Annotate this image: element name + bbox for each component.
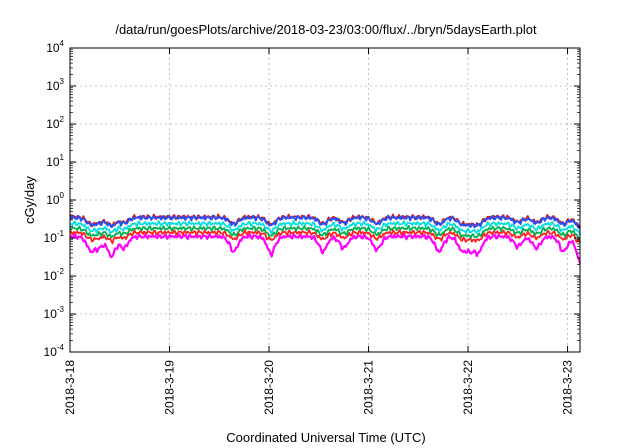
y-tick-label: 10-1 xyxy=(44,229,65,245)
x-tick-label: 2018-3-18 xyxy=(63,360,77,415)
y-tick-label: 10-2 xyxy=(44,267,65,283)
y-tick-label: 103 xyxy=(46,77,64,93)
y-tick-label: 104 xyxy=(46,39,64,55)
series-line xyxy=(69,232,582,264)
series-line xyxy=(69,229,581,245)
x-tick-label: 2018-3-19 xyxy=(163,360,177,415)
series-line xyxy=(70,214,581,230)
chart-title: /data/run/goesPlots/archive/2018-03-23/0… xyxy=(115,22,537,37)
x-tick-label: 2018-3-22 xyxy=(461,360,475,415)
x-tick-label: 2018-3-23 xyxy=(561,360,575,415)
y-tick-label: 100 xyxy=(46,191,64,207)
x-tick-label: 2018-3-21 xyxy=(362,360,376,415)
series-line xyxy=(69,220,581,236)
grid xyxy=(70,48,580,352)
y-tick-label: 102 xyxy=(46,115,64,131)
y-axis: 10-4 10-3 10-2 10-1 100 101 102 103 104 xyxy=(44,39,580,359)
y-axis-label: cGy/day xyxy=(22,176,37,224)
y-tick-label: 10-4 xyxy=(44,343,65,359)
y-tick-label: 101 xyxy=(46,153,64,169)
plot-series xyxy=(69,213,582,264)
y-tick-label: 10-3 xyxy=(44,305,65,321)
series-line xyxy=(69,225,581,240)
x-axis-label: Coordinated Universal Time (UTC) xyxy=(226,430,425,445)
x-axis: 2018-3-18 2018-3-19 2018-3-20 2018-3-21 2018… xyxy=(63,48,575,415)
x-tick-label: 2018-3-20 xyxy=(262,360,276,415)
